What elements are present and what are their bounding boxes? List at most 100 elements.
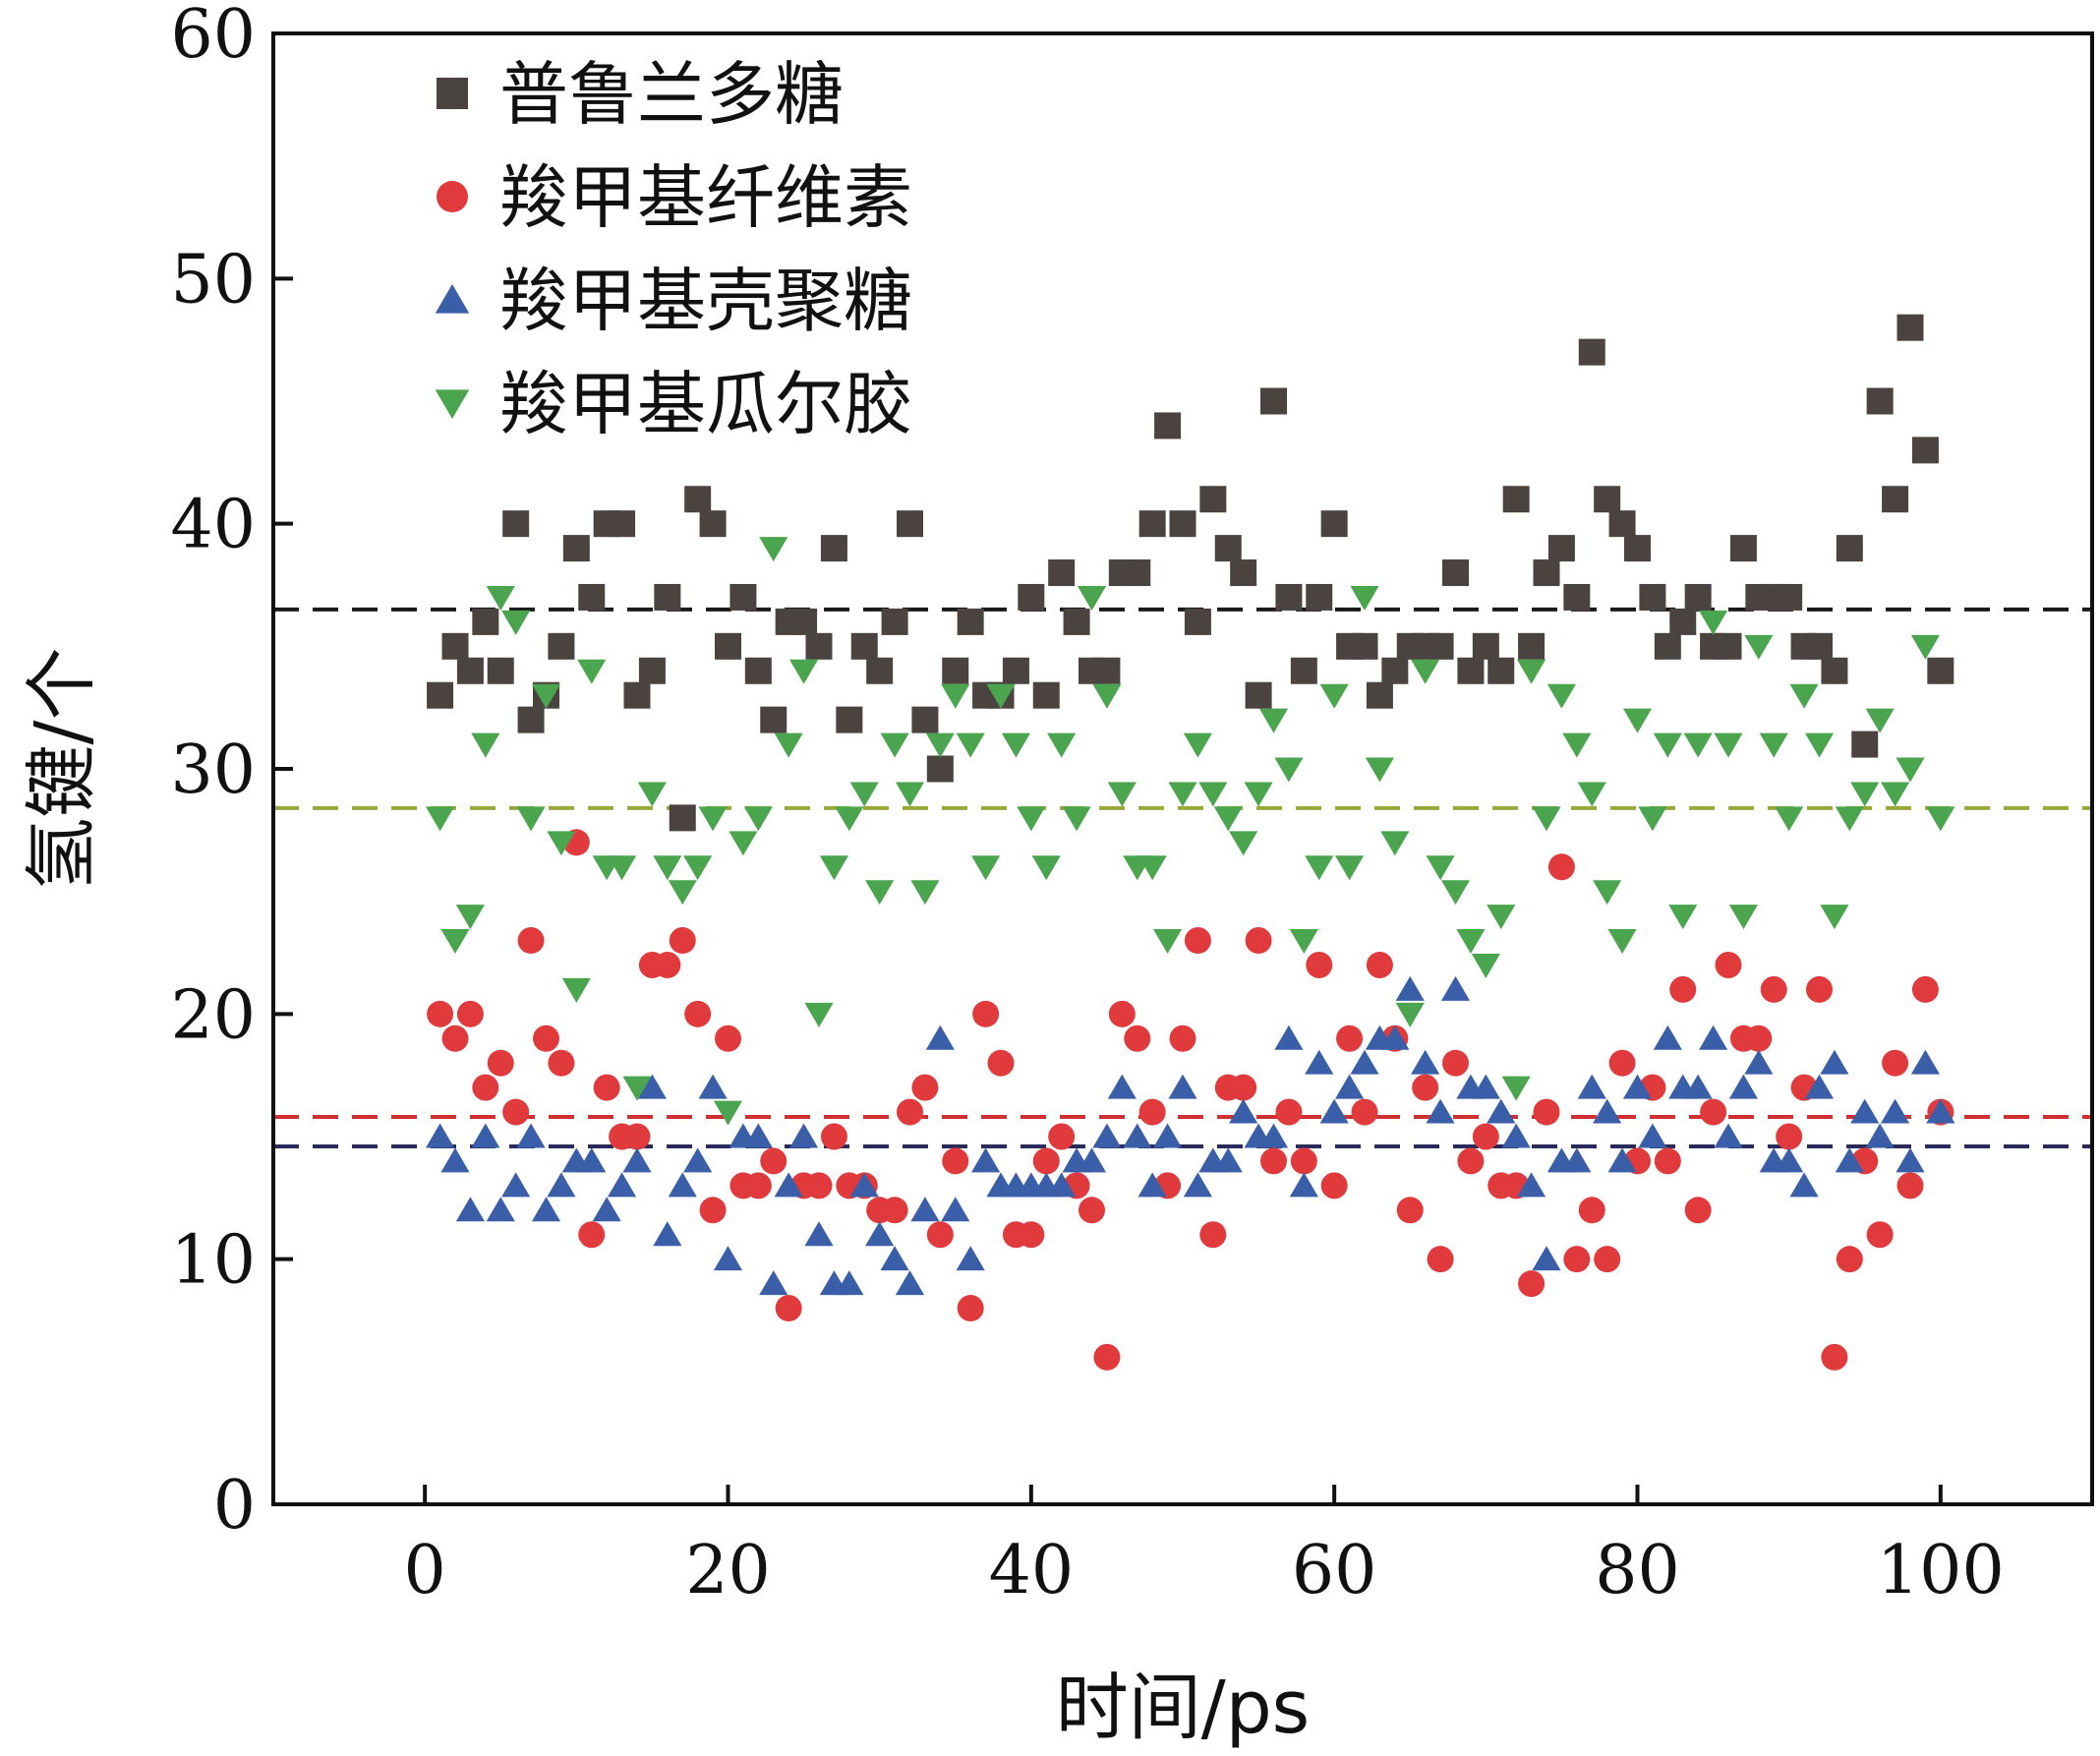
point-series-3-82 [1668, 905, 1698, 930]
point-series-1-84 [1700, 1098, 1727, 1126]
point-series-3-96 [1881, 782, 1910, 807]
point-series-1-21 [744, 1172, 772, 1200]
point-series-3-74 [1546, 683, 1576, 709]
y-tick-label: 60 [170, 0, 256, 74]
point-series-2-34 [941, 1197, 970, 1222]
point-series-1-76 [1578, 1197, 1605, 1224]
point-series-0-27 [836, 706, 863, 733]
point-series-3-35 [956, 732, 985, 758]
point-series-2-24 [789, 1123, 819, 1148]
point-series-2-4 [486, 1197, 515, 1222]
point-series-0-47 [1138, 510, 1166, 538]
point-series-2-97 [1896, 1147, 1925, 1173]
point-series-1-33 [926, 1221, 954, 1249]
point-series-2-55 [1258, 1123, 1289, 1148]
point-series-1-51 [1199, 1221, 1227, 1249]
point-series-0-62 [1366, 681, 1393, 709]
point-series-1-74 [1547, 853, 1575, 881]
point-series-0-71 [1502, 486, 1530, 513]
point-series-3-95 [1865, 708, 1895, 733]
legend-marker-series-1 [437, 181, 468, 212]
x-axis-title: 时间/ps [1056, 1666, 1310, 1750]
point-series-3-52 [1213, 806, 1243, 832]
legend-marker-series-0 [437, 78, 468, 109]
point-series-0-18 [699, 510, 727, 538]
point-series-1-65 [1412, 1074, 1439, 1101]
legend-marker-series-3 [435, 389, 470, 419]
point-series-3-31 [895, 782, 925, 807]
point-series-2-43 [1077, 1147, 1107, 1173]
point-series-2-81 [1653, 1024, 1682, 1050]
point-series-2-90 [1789, 1172, 1819, 1198]
point-series-3-84 [1699, 610, 1728, 635]
point-series-3-45 [1107, 782, 1137, 807]
point-series-1-56 [1275, 1098, 1303, 1126]
point-series-1-3 [472, 1074, 499, 1101]
y-axis: 0 10 20 30 40 50 60 [170, 0, 293, 1545]
point-series-2-67 [1440, 975, 1471, 1001]
point-series-3-78 [1607, 929, 1637, 955]
point-series-1-17 [684, 1000, 712, 1027]
point-series-0-78 [1608, 510, 1636, 538]
point-series-2-75 [1562, 1147, 1592, 1173]
point-series-0-74 [1547, 535, 1575, 562]
point-series-1-98 [1911, 975, 1939, 1003]
point-series-3-53 [1229, 831, 1258, 856]
point-series-0-92 [1821, 657, 1848, 684]
point-series-0-96 [1882, 486, 1909, 513]
point-series-1-91 [1806, 975, 1833, 1003]
point-series-3-34 [941, 683, 970, 709]
point-series-3-15 [653, 855, 682, 881]
point-series-1-31 [897, 1098, 923, 1126]
series-2 [426, 975, 1955, 1296]
point-series-1-8 [548, 1049, 575, 1077]
point-series-2-79 [1622, 1074, 1653, 1099]
point-series-1-95 [1866, 1221, 1894, 1249]
point-series-0-0 [427, 681, 454, 709]
point-series-3-29 [865, 880, 895, 906]
point-series-2-96 [1881, 1098, 1910, 1124]
point-series-3-37 [986, 683, 1016, 709]
point-series-3-99 [1926, 806, 1955, 832]
point-series-1-11 [593, 1074, 620, 1101]
point-series-2-41 [1047, 1172, 1077, 1198]
point-series-0-49 [1169, 510, 1196, 538]
point-series-3-98 [1910, 634, 1940, 660]
point-series-0-72 [1518, 632, 1546, 660]
point-series-0-31 [897, 510, 923, 538]
point-series-1-23 [775, 1295, 802, 1322]
point-series-1-4 [487, 1049, 514, 1077]
point-series-2-30 [880, 1246, 909, 1271]
point-series-1-41 [1048, 1123, 1076, 1150]
point-series-2-76 [1577, 1074, 1606, 1099]
point-series-3-60 [1335, 855, 1365, 881]
point-series-1-60 [1336, 1024, 1364, 1052]
point-series-1-26 [820, 1123, 847, 1150]
point-series-3-27 [835, 806, 864, 832]
point-series-2-95 [1865, 1123, 1895, 1148]
point-series-3-55 [1258, 708, 1289, 733]
point-series-2-83 [1683, 1074, 1713, 1099]
point-series-0-68 [1457, 657, 1485, 684]
point-series-3-14 [637, 782, 667, 807]
point-series-0-52 [1214, 535, 1242, 562]
point-series-0-95 [1866, 387, 1894, 415]
point-series-2-84 [1699, 1024, 1728, 1050]
point-series-0-83 [1684, 583, 1712, 611]
point-series-3-67 [1440, 880, 1471, 906]
point-series-1-32 [911, 1074, 939, 1101]
legend-label-series-0: 普鲁兰多糖 [499, 54, 844, 135]
point-series-3-50 [1183, 732, 1212, 758]
point-series-3-28 [849, 782, 879, 807]
point-series-2-59 [1319, 1098, 1349, 1124]
point-series-3-71 [1501, 1076, 1531, 1101]
point-series-0-55 [1260, 387, 1287, 415]
point-series-2-70 [1487, 1098, 1516, 1124]
point-series-3-8 [547, 831, 576, 856]
point-series-0-17 [684, 486, 712, 513]
point-series-1-40 [1032, 1147, 1060, 1175]
point-series-3-51 [1198, 782, 1228, 807]
point-series-0-69 [1472, 632, 1499, 660]
point-series-0-50 [1184, 608, 1211, 635]
